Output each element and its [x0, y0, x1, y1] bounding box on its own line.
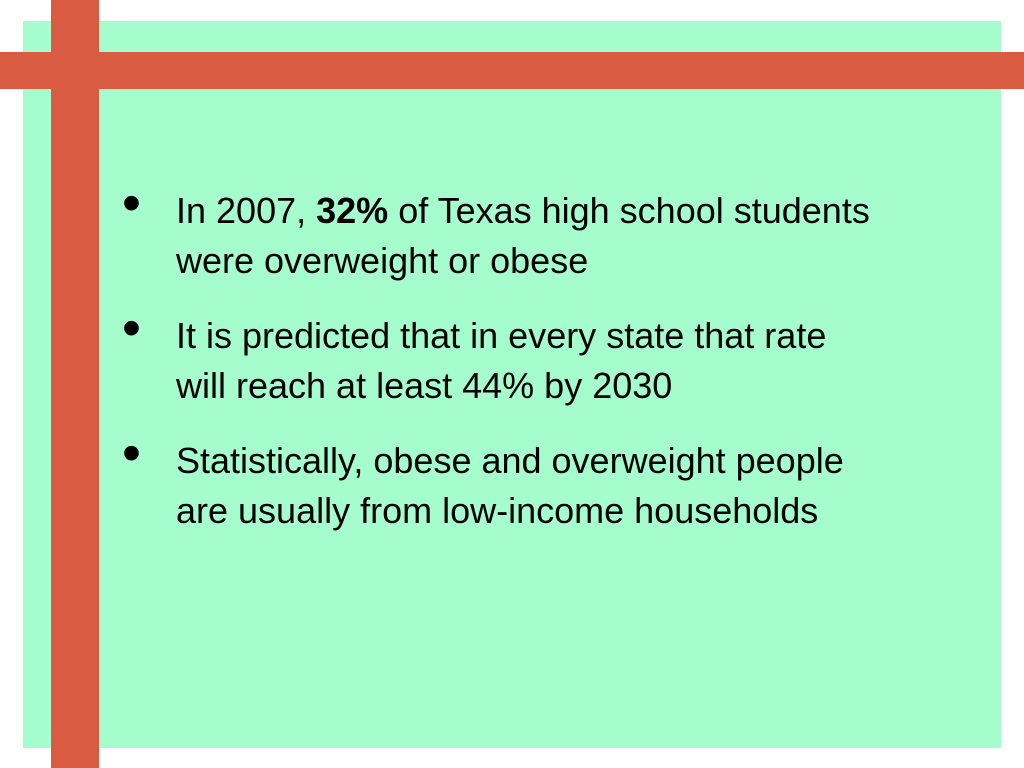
bullet-dot-icon: •: [122, 298, 141, 358]
bullet-list: • In 2007, 32% of Texas high school stud…: [122, 173, 882, 561]
bullet-item-prediction-2030: • It is predicted that in every state th…: [122, 298, 882, 411]
bullet-dot-icon: •: [122, 423, 141, 483]
content-panel: [23, 21, 1001, 748]
bullet-text-before: In 2007,: [176, 190, 317, 231]
bullet-item-texas-2007: • In 2007, 32% of Texas high school stud…: [122, 173, 882, 286]
bullet-text: Statistically, obese and overweight peop…: [176, 440, 844, 531]
vertical-accent-bar: [51, 0, 99, 768]
bullet-text: It is predicted that in every state that…: [176, 315, 827, 406]
bullet-emphasis-percent: 32%: [316, 190, 389, 231]
bullet-item-low-income: • Statistically, obese and overweight pe…: [122, 423, 882, 536]
bullet-dot-icon: •: [122, 173, 141, 233]
horizontal-accent-bar: [0, 52, 1024, 89]
bullet-text-after: of Texas high school students were overw…: [176, 190, 870, 281]
